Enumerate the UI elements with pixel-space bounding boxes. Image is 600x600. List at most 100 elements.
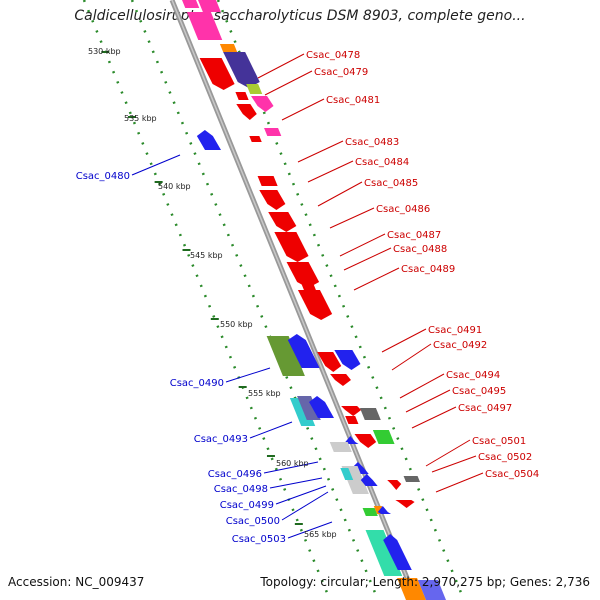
gene-arrow[interactable] (196, 130, 221, 150)
gene-arrow[interactable] (268, 212, 297, 232)
gene-label-csac-0494[interactable]: Csac_0494 (446, 370, 500, 381)
label-leader (391, 343, 432, 371)
gene-label-csac-0497[interactable]: Csac_0497 (458, 403, 512, 414)
label-leader (281, 98, 325, 121)
gene-label-csac-0479[interactable]: Csac_0479 (314, 67, 368, 78)
gene-arrow[interactable] (345, 436, 359, 444)
scale-labels: 530 kbp 535 kbp 540 kbp 545 kbp 550 kbp 555 k… (88, 47, 337, 539)
label-leader (353, 267, 400, 291)
gene-label-csac-0485[interactable]: Csac_0485 (364, 178, 418, 189)
gene-arrow[interactable] (259, 190, 286, 210)
gene-arrow[interactable] (340, 468, 354, 480)
label-leader (435, 472, 484, 493)
gene-label-csac-0493[interactable]: Csac_0493 (194, 434, 248, 445)
gene-arrow[interactable] (377, 506, 392, 514)
gene-label-csac-0483[interactable]: Csac_0483 (345, 137, 399, 148)
gene-arrow[interactable] (223, 52, 260, 88)
genome-summary: Topology: circular; Length: 2,970,275 bp… (260, 575, 590, 589)
label-leader (425, 439, 471, 467)
gene-arrow[interactable] (236, 104, 257, 120)
gene-arrow[interactable] (198, 0, 221, 12)
gene-label-csac-0503[interactable]: Csac_0503 (232, 534, 286, 545)
gene-arrow[interactable] (246, 84, 263, 94)
gene-arrow[interactable] (266, 336, 305, 376)
gene-arrow[interactable] (417, 580, 446, 600)
gene-label-csac-0490[interactable]: Csac_0490 (170, 378, 224, 389)
gene-arrow[interactable] (372, 430, 395, 444)
gene-label-csac-0495[interactable]: Csac_0495 (452, 386, 506, 397)
label-leader (249, 421, 293, 439)
gene-label-csac-0486[interactable]: Csac_0486 (376, 204, 430, 215)
gene-arrow[interactable] (297, 290, 333, 320)
scale-label: 555 kbp (248, 389, 281, 398)
gene-arrow[interactable] (359, 408, 381, 420)
gene-arrow[interactable] (365, 530, 403, 576)
gene-label-csac-0492[interactable]: Csac_0492 (433, 340, 487, 351)
gene-label-csac-0500[interactable]: Csac_0500 (226, 516, 280, 527)
inner-tick-track (130, 0, 380, 600)
gene-arrow[interactable] (297, 396, 321, 420)
gene-arrow[interactable] (182, 0, 200, 8)
gene-arrow[interactable] (397, 578, 426, 600)
gene-arrow[interactable] (362, 508, 378, 516)
gene-label-csac-0504[interactable]: Csac_0504 (485, 469, 539, 480)
gene-arrow[interactable] (329, 442, 352, 452)
gene-arrow[interactable] (330, 374, 351, 386)
gene-features (182, 0, 446, 600)
label-leaders (131, 53, 484, 539)
scale-label: 530 kbp (88, 47, 121, 56)
label-leader (411, 406, 457, 429)
label-leader (343, 247, 392, 271)
gene-arrow[interactable] (395, 500, 415, 508)
gene-arrow[interactable] (186, 12, 223, 40)
gene-label-csac-0480[interactable]: Csac_0480 (76, 171, 130, 182)
scale-label: 535 kbp (124, 114, 157, 123)
gene-arrow[interactable] (300, 282, 317, 292)
gene-arrow[interactable] (354, 434, 377, 448)
gene-label-csac-0481[interactable]: Csac_0481 (326, 95, 380, 106)
gene-label-csac-0501[interactable]: Csac_0501 (472, 436, 526, 447)
accession-text: Accession: NC_009437 (8, 575, 145, 589)
label-leader (225, 367, 271, 383)
label-leader (131, 154, 181, 176)
gene-arrow[interactable] (249, 136, 262, 142)
gene-arrow[interactable] (334, 350, 361, 370)
gene-label-csac-0496[interactable]: Csac_0496 (208, 469, 262, 480)
gene-arrow[interactable] (387, 480, 402, 490)
scale-label: 550 kbp (220, 320, 253, 329)
outer-tick-track (216, 0, 466, 600)
gene-arrow[interactable] (286, 262, 320, 288)
gene-arrow[interactable] (383, 534, 412, 570)
label-leader (263, 461, 319, 474)
gene-label-csac-0502[interactable]: Csac_0502 (478, 452, 532, 463)
gene-arrow[interactable] (257, 176, 278, 186)
gene-arrow[interactable] (251, 96, 274, 112)
gene-arrow[interactable] (403, 476, 421, 482)
gene-label-csac-0489[interactable]: Csac_0489 (401, 264, 455, 275)
gene-label-csac-0491[interactable]: Csac_0491 (428, 325, 482, 336)
gene-label-csac-0498[interactable]: Csac_0498 (214, 484, 268, 495)
gene-arrow[interactable] (360, 474, 378, 486)
gene-arrow[interactable] (309, 396, 334, 418)
gene-label-csac-0478[interactable]: Csac_0478 (306, 50, 360, 61)
gene-label-csac-0499[interactable]: Csac_0499 (220, 500, 274, 511)
gene-arrow[interactable] (345, 416, 359, 424)
gene-label-csac-0484[interactable]: Csac_0484 (355, 157, 409, 168)
label-leader (339, 233, 386, 257)
gene-arrow[interactable] (219, 44, 238, 52)
scale-label: 540 kbp (158, 182, 191, 191)
gene-arrow[interactable] (341, 406, 362, 416)
gene-label-csac-0487[interactable]: Csac_0487 (387, 230, 441, 241)
gene-arrow[interactable] (235, 92, 249, 100)
gene-label-csac-0488[interactable]: Csac_0488 (393, 244, 447, 255)
scale-label: 545 kbp (190, 251, 223, 260)
label-leader (399, 373, 445, 399)
gene-arrow[interactable] (317, 352, 342, 372)
label-leader (287, 521, 333, 539)
gene-arrow[interactable] (287, 334, 320, 368)
gene-arrow[interactable] (274, 232, 309, 262)
label-leader (405, 389, 451, 413)
gene-arrow[interactable] (264, 128, 282, 136)
gene-arrow[interactable] (199, 58, 235, 90)
